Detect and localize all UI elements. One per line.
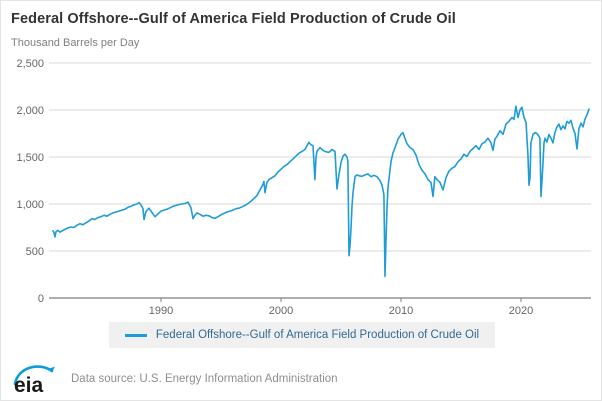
legend-item[interactable]: Federal Offshore--Gulf of America Field … (108, 322, 496, 348)
eia-logo-text: eia (14, 374, 44, 397)
y-axis-tick-label: 2,500 (16, 58, 44, 70)
eia-logo[interactable]: eia (11, 360, 57, 398)
production-data-line (52, 105, 590, 278)
y-axis-tick-label: 2,000 (16, 105, 44, 117)
eia-logo-swoosh-tip (49, 366, 55, 372)
chart-footer: eia Data source: U.S. Energy Information… (1, 357, 601, 400)
x-axis-tick-label: 2020 (509, 305, 533, 317)
eia-logo-swoosh (13, 365, 54, 386)
chart-units-label: Thousand Barrels per Day (11, 37, 140, 49)
legend-line-swatch-icon (124, 333, 147, 337)
x-axis-tick-label: 2000 (269, 305, 293, 317)
y-axis-tick-label: 1,500 (16, 152, 44, 164)
x-axis-tick-label: 1990 (149, 305, 173, 317)
y-axis-tick-label: 0 (38, 293, 44, 305)
chart-legend: Federal Offshore--Gulf of America Field … (1, 322, 601, 348)
data-source-text: Data source: U.S. Energy Information Adm… (71, 373, 338, 385)
y-axis-tick-label: 1,000 (16, 199, 44, 211)
chart-title: Federal Offshore--Gulf of America Field … (11, 11, 456, 27)
y-axis-tick-label: 500 (26, 246, 44, 258)
x-axis-tick-label: 2010 (389, 305, 413, 317)
legend-series-label: Federal Offshore--Gulf of America Field … (155, 329, 480, 341)
